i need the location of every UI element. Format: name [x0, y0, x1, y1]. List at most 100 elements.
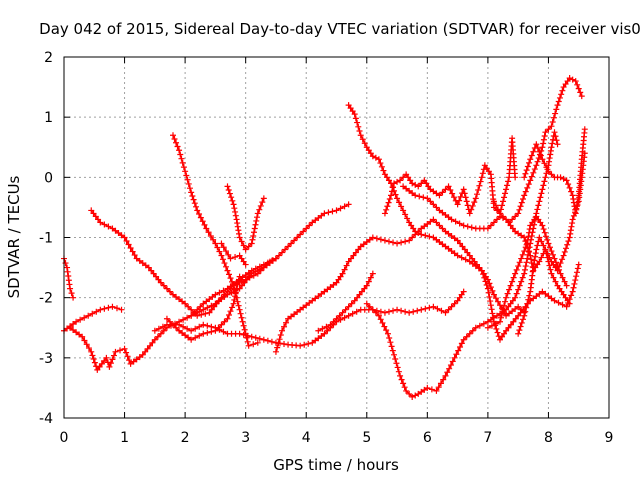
data-point — [73, 329, 80, 336]
data-point — [312, 337, 319, 344]
data-point — [537, 219, 544, 226]
data-point — [463, 198, 470, 205]
data-point — [157, 330, 164, 337]
data-point — [509, 225, 516, 232]
data-point — [196, 323, 203, 330]
data-point — [277, 331, 284, 338]
data-point — [309, 219, 316, 226]
data-point — [275, 340, 282, 347]
data-point — [66, 281, 73, 288]
data-point — [394, 240, 401, 247]
data-point — [179, 159, 186, 166]
data-point — [146, 342, 153, 349]
data-point — [199, 218, 206, 225]
data-point — [385, 177, 392, 184]
data-point — [133, 356, 140, 363]
data-point — [112, 348, 119, 355]
data-point — [243, 276, 250, 283]
data-point — [442, 186, 449, 193]
data-point — [466, 252, 473, 259]
data-point — [227, 255, 234, 262]
data-point — [530, 264, 537, 271]
data-point — [534, 145, 541, 152]
data-point — [501, 302, 508, 309]
data-point — [542, 246, 549, 253]
data-point — [183, 172, 190, 179]
data-point — [385, 199, 392, 206]
data-point — [384, 330, 391, 337]
data-point — [81, 337, 88, 344]
data-point — [533, 141, 540, 148]
data-point — [65, 273, 72, 280]
series-line — [154, 291, 465, 347]
data-point — [541, 160, 548, 167]
data-point — [416, 193, 423, 200]
data-point — [546, 158, 553, 165]
data-point — [469, 260, 476, 267]
data-point — [339, 309, 346, 316]
data-point — [248, 270, 255, 277]
data-point — [366, 236, 373, 243]
data-point — [124, 353, 131, 360]
data-point — [572, 277, 579, 284]
data-point — [522, 263, 529, 270]
data-point — [539, 156, 546, 163]
data-point — [452, 218, 459, 225]
data-point — [505, 178, 512, 185]
data-point — [220, 244, 227, 251]
data-point — [252, 334, 259, 341]
data-point — [88, 348, 95, 355]
data-point — [487, 222, 494, 229]
data-point — [573, 205, 580, 212]
data-point — [196, 211, 203, 218]
data-point — [516, 327, 523, 334]
data-point — [118, 232, 125, 239]
data-point — [557, 270, 564, 277]
data-point — [430, 201, 437, 208]
data-point — [535, 202, 542, 209]
data-point — [460, 336, 467, 343]
data-point — [440, 376, 447, 383]
data-point — [530, 225, 537, 232]
data-point — [173, 324, 180, 331]
data-point — [479, 170, 486, 177]
data-point — [574, 265, 581, 272]
data-point — [383, 327, 390, 334]
data-point — [221, 318, 228, 325]
data-point — [142, 262, 149, 269]
data-point — [363, 282, 370, 289]
data-point — [144, 345, 151, 352]
data-point — [482, 273, 489, 280]
data-point — [192, 325, 199, 332]
data-point — [208, 323, 215, 330]
data-point — [125, 241, 132, 248]
data-point — [528, 152, 535, 159]
data-point — [372, 154, 379, 161]
data-point — [476, 322, 483, 329]
data-point — [570, 284, 577, 291]
chart-title: Day 042 of 2015, Sidereal Day-to-day VTE… — [39, 20, 640, 38]
data-point — [534, 206, 541, 213]
data-point — [498, 314, 505, 321]
data-point — [377, 316, 384, 323]
data-point — [272, 348, 279, 355]
data-point — [526, 159, 533, 166]
data-point — [548, 171, 555, 178]
data-point — [477, 178, 484, 185]
data-point — [480, 270, 487, 277]
grid-layer — [64, 57, 609, 418]
data-point — [520, 195, 527, 202]
data-point — [493, 312, 500, 319]
data-point — [445, 230, 452, 237]
data-point — [538, 238, 545, 245]
data-point — [505, 324, 512, 331]
data-point — [204, 329, 211, 336]
data-point — [526, 229, 533, 236]
data-point — [70, 327, 77, 334]
data-point — [445, 214, 452, 221]
data-point — [157, 279, 164, 286]
data-point — [561, 248, 568, 255]
data-point — [93, 308, 100, 315]
data-point — [568, 292, 575, 299]
data-point — [324, 286, 331, 293]
